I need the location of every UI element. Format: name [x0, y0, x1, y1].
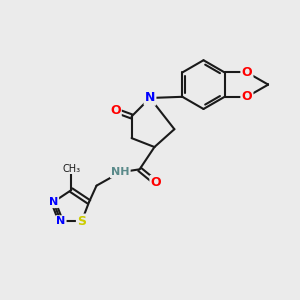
Text: S: S [77, 215, 86, 228]
Text: O: O [110, 104, 121, 117]
Text: N: N [56, 216, 65, 226]
Text: CH₃: CH₃ [62, 164, 80, 174]
Text: N: N [145, 92, 155, 104]
Text: O: O [242, 66, 252, 79]
Text: O: O [151, 176, 161, 189]
Text: NH: NH [111, 167, 130, 177]
Text: O: O [242, 90, 252, 103]
Text: N: N [49, 197, 58, 207]
